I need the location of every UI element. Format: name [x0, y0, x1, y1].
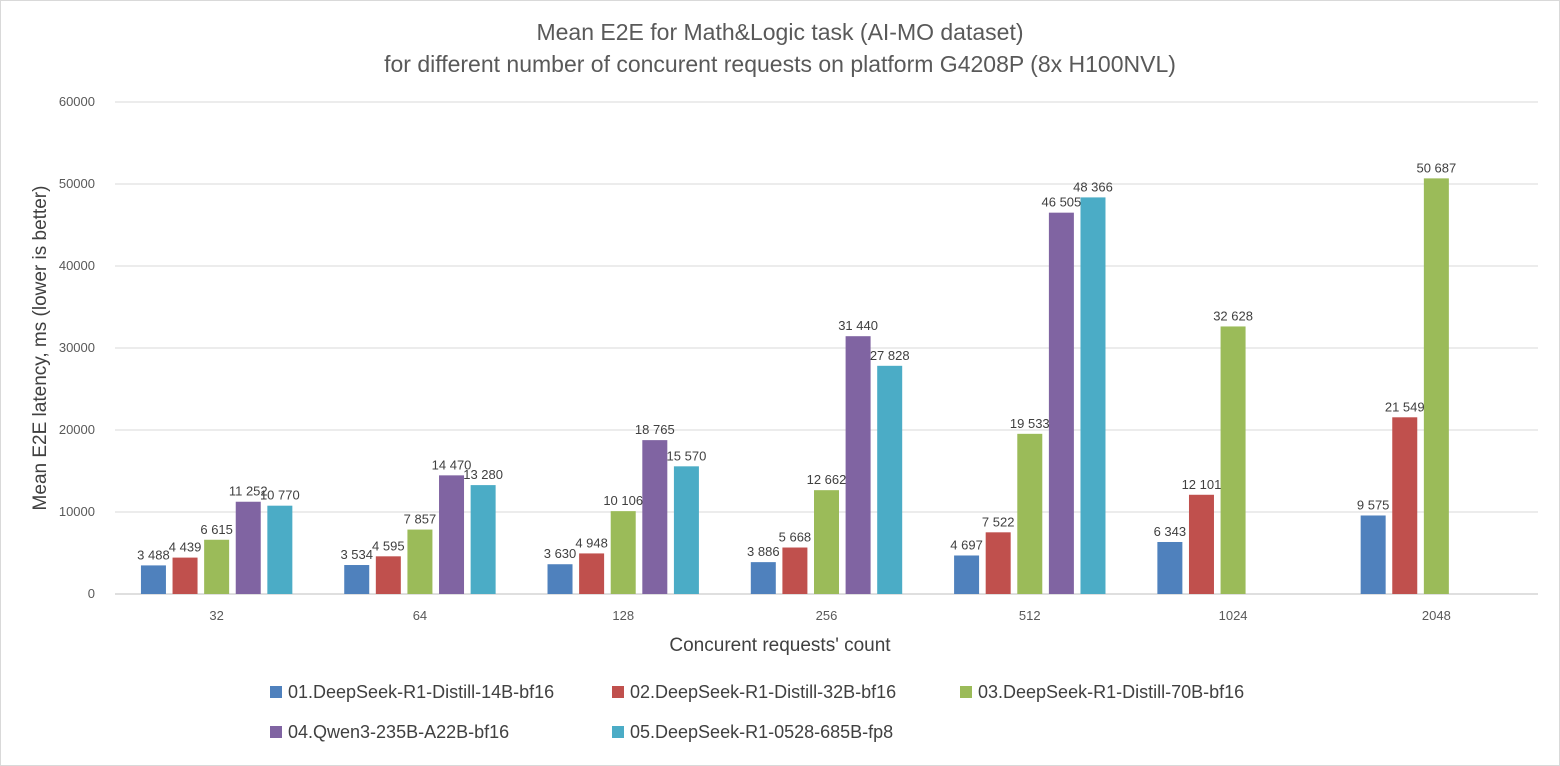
bar: [782, 547, 808, 594]
bar: [814, 490, 839, 594]
bar: [235, 501, 261, 594]
y-tick-label: 50000: [59, 176, 95, 191]
data-label: 50 687: [1416, 160, 1456, 175]
bar: [1080, 197, 1106, 594]
bar: [267, 505, 293, 594]
data-label: 19 533: [1010, 416, 1050, 431]
bar: [610, 511, 636, 594]
legend-entry: 05.DeepSeek-R1-0528-685B-fp8: [630, 722, 893, 742]
bar: [1392, 417, 1418, 594]
bar: [140, 565, 166, 594]
legend-entry: 04.Qwen3-235B-A22B-bf16: [288, 722, 509, 742]
y-axis-title: Mean E2E latency, ms (lower is better): [30, 186, 51, 511]
legend-swatch: [612, 686, 624, 698]
bar: [344, 565, 370, 594]
data-label: 48 366: [1073, 179, 1113, 194]
legend-entry: 01.DeepSeek-R1-Distill-14B-bf16: [288, 682, 554, 702]
bar: [547, 564, 573, 594]
x-tick-label: 128: [612, 608, 634, 623]
data-label: 11 252: [229, 484, 268, 499]
gridlines: [115, 101, 1538, 595]
legend-swatch: [612, 726, 624, 738]
y-axis-ticks: 0 10000 20000 30000 40000 50000 60000: [59, 94, 95, 601]
data-label: 14 470: [432, 457, 472, 472]
legend-entry: 03.DeepSeek-R1-Distill-70B-bf16: [978, 682, 1244, 702]
data-label: 3 886: [747, 544, 780, 559]
y-tick-label: 20000: [59, 422, 95, 437]
x-axis-title: Concurent requests' count: [669, 635, 891, 656]
data-label: 21 549: [1385, 399, 1425, 414]
bar: [1048, 212, 1074, 594]
data-label: 6 343: [1154, 524, 1187, 539]
data-label: 7 857: [404, 512, 437, 527]
y-tick-label: 0: [88, 586, 95, 601]
x-tick-label: 512: [1019, 608, 1041, 623]
bar: [1017, 433, 1043, 594]
x-tick-label: 256: [816, 608, 838, 623]
data-label: 27 828: [870, 348, 910, 363]
data-label: 13 280: [463, 467, 503, 482]
bar: [579, 553, 605, 594]
x-tick-label: 64: [413, 608, 427, 623]
bar: [375, 556, 401, 594]
data-label: 9 575: [1357, 497, 1390, 512]
data-label: 18 765: [635, 422, 675, 437]
data-label: 12 101: [1182, 477, 1222, 492]
data-label: 4 948: [575, 535, 608, 550]
bar: [877, 365, 903, 594]
bar: [470, 485, 496, 594]
bar: [985, 532, 1011, 594]
chart-subtitle: for different number of concurent reques…: [384, 51, 1176, 77]
legend-swatch: [270, 726, 282, 738]
data-label: 3 488: [137, 547, 170, 562]
data-label: 7 522: [982, 514, 1015, 529]
bars: [140, 178, 1449, 595]
bar: [954, 555, 980, 594]
bar: [1157, 541, 1183, 594]
data-label: 4 697: [950, 537, 983, 552]
data-label: 3 630: [544, 546, 577, 561]
bar: [750, 562, 776, 594]
x-tick-label: 32: [209, 608, 223, 623]
data-label: 4 439: [169, 540, 202, 555]
bar: [1220, 326, 1246, 594]
legend-swatch: [960, 686, 972, 698]
bar: [673, 466, 699, 594]
x-tick-label: 1024: [1219, 608, 1248, 623]
bar: [172, 557, 198, 594]
bar: [204, 539, 230, 594]
bar: [845, 336, 871, 594]
data-label: 6 615: [200, 522, 233, 537]
bar: [1360, 515, 1386, 594]
bar: [1423, 178, 1449, 595]
data-label: 46 505: [1042, 195, 1082, 210]
legend-entry: 02.DeepSeek-R1-Distill-32B-bf16: [630, 682, 896, 702]
legend-swatch: [270, 686, 282, 698]
bar: [439, 475, 465, 594]
bar: [1188, 494, 1214, 594]
data-label: 10 106: [603, 493, 643, 508]
y-tick-label: 30000: [59, 340, 95, 355]
y-tick-label: 60000: [59, 94, 95, 109]
x-tick-label: 2048: [1422, 608, 1451, 623]
data-label: 15 570: [667, 448, 707, 463]
chart-title: Mean E2E for Math&Logic task (AI-MO data…: [536, 19, 1023, 45]
data-label: 10 770: [260, 488, 300, 503]
data-label: 32 628: [1213, 308, 1253, 323]
y-tick-label: 10000: [59, 504, 95, 519]
data-label: 3 534: [340, 547, 373, 562]
data-label: 31 440: [838, 318, 878, 333]
legend: 01.DeepSeek-R1-Distill-14B-bf16 02.DeepSe…: [270, 682, 1244, 742]
x-axis-ticks: 32 64 128 256 512 1024 2048: [209, 608, 1450, 623]
data-label: 12 662: [807, 472, 847, 487]
bar: [407, 529, 433, 594]
data-label: 5 668: [779, 530, 812, 545]
y-tick-label: 40000: [59, 258, 95, 273]
bar: [642, 440, 668, 594]
data-label: 4 595: [372, 538, 405, 553]
